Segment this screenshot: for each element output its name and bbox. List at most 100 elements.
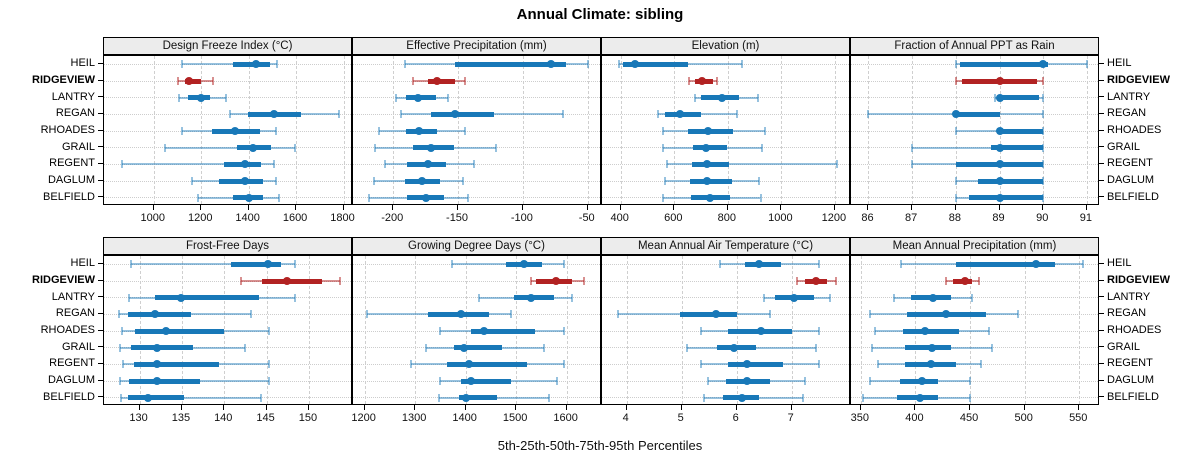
vertical-gridline [1043, 56, 1045, 204]
p95-end-cap [268, 360, 271, 369]
station-label-left: BELFIELD [43, 390, 95, 403]
x-axis-tick-label: 1300 [401, 412, 427, 424]
x-axis-tick-label: 135 [171, 412, 191, 424]
x-axis-tick-label: -150 [446, 212, 469, 224]
p95-end-cap [562, 327, 565, 335]
median-dot [729, 343, 738, 352]
p5-end-cap [699, 360, 702, 369]
p5-end-cap [367, 193, 370, 202]
station-label-right: HEIL [1107, 257, 1132, 270]
x-axis-tick-label: 90 [1036, 212, 1049, 224]
horizontal-gridline [602, 280, 849, 282]
panel-strip-title: Effective Precipitation (mm) [352, 37, 601, 55]
x-axis-tick [859, 405, 861, 410]
station-label-right: BELFIELD [1107, 190, 1159, 203]
station-label-right: RIDGEVIEW [1107, 74, 1170, 86]
median-dot [230, 127, 239, 135]
station-label-right: RHOADES [1107, 324, 1162, 336]
x-axis-tick [138, 405, 140, 410]
station-label-left: RIDGEVIEW [32, 74, 95, 86]
panel-strip-title: Fraction of Annual PPT as Rain [850, 37, 1099, 55]
median-dot [240, 177, 249, 185]
p5-end-cap [862, 393, 864, 402]
y-axis-tick-right [1099, 279, 1104, 281]
p95-end-cap [294, 293, 297, 302]
x-axis-tick-label: 145 [256, 412, 275, 424]
p95-end-cap [1085, 60, 1088, 69]
station-label-left: RIDGEVIEW [32, 274, 95, 286]
median-dot [703, 177, 712, 185]
p5-end-cap [409, 360, 412, 369]
median-dot [711, 310, 720, 319]
x-axis-tick-label: 1200 [821, 212, 847, 224]
p5-end-cap [196, 193, 199, 202]
median-dot [479, 327, 488, 335]
p25-p75-bar [990, 145, 1044, 151]
p25-p75-bar [154, 295, 259, 301]
p25-p75-bar [999, 128, 1044, 134]
x-axis-tick-label: 1400 [235, 212, 260, 224]
p5-end-cap [477, 293, 480, 302]
x-axis-tick-label: 87 [905, 212, 918, 224]
median-dot [433, 77, 442, 85]
p5-p95-whisker [666, 163, 838, 166]
x-axis-tick-label: 86 [861, 212, 874, 224]
x-axis-tick-label: 500 [1014, 412, 1033, 424]
median-dot [960, 277, 969, 285]
x-axis-tick [790, 405, 792, 410]
p5-end-cap [411, 77, 414, 85]
horizontal-gridline [851, 330, 1098, 332]
median-dot [526, 293, 535, 302]
p25-p75-bar [131, 345, 193, 351]
panel-body [352, 255, 601, 405]
x-axis-tick-label: -100 [510, 212, 533, 224]
station-label-right: REGENT [1107, 357, 1153, 370]
p25-p75-bar [977, 178, 1044, 184]
y-axis-tick-left [98, 362, 103, 364]
x-axis-tick [673, 205, 675, 210]
p95-end-cap [768, 310, 771, 319]
p5-end-cap [120, 327, 123, 335]
median-dot [185, 77, 194, 85]
p25-p75-bar [127, 395, 185, 401]
horizontal-gridline [851, 347, 1098, 349]
x-axis-tick-label: 450 [959, 412, 979, 424]
p95-end-cap [463, 127, 466, 135]
panel-strip-title: Growing Degree Days (°C) [352, 237, 601, 255]
vertical-gridline [458, 56, 460, 204]
station-label-right: BELFIELD [1107, 390, 1159, 403]
p95-end-cap [276, 60, 279, 69]
p5-end-cap [900, 260, 903, 269]
x-axis-tick [152, 205, 154, 210]
y-axis-tick-left [98, 62, 103, 64]
vertical-gridline [1079, 256, 1081, 404]
p5-end-cap [118, 310, 121, 319]
panel-body [103, 255, 352, 405]
station-label-left: GRAIL [61, 340, 95, 353]
panel-strip-title: Design Freeze Index (°C) [103, 37, 352, 55]
station-label-left: RHOADES [40, 124, 95, 136]
p5-end-cap [228, 110, 231, 119]
p95-end-cap [761, 143, 764, 152]
x-axis-tick-label: 6 [732, 412, 739, 424]
p95-end-cap [829, 293, 832, 302]
y-axis-tick-right [1099, 379, 1104, 381]
p5-p95-whisker [122, 163, 274, 166]
p95-end-cap [293, 143, 296, 152]
p5-end-cap [384, 160, 387, 169]
p5-end-cap [663, 177, 666, 185]
median-dot [995, 177, 1004, 185]
median-dot [995, 77, 1004, 85]
p5-end-cap [437, 393, 440, 402]
y-axis-tick-left [98, 96, 103, 98]
p95-end-cap [815, 343, 818, 352]
x-axis-tick [565, 405, 567, 410]
p95-end-cap [1017, 310, 1020, 319]
p95-end-cap [1042, 93, 1045, 102]
median-dot [152, 360, 161, 369]
x-axis-tick-label: 4 [622, 412, 629, 424]
horizontal-gridline [104, 63, 351, 65]
p5-end-cap [662, 127, 665, 135]
p95-end-cap [268, 377, 271, 385]
p5-end-cap [867, 110, 870, 119]
